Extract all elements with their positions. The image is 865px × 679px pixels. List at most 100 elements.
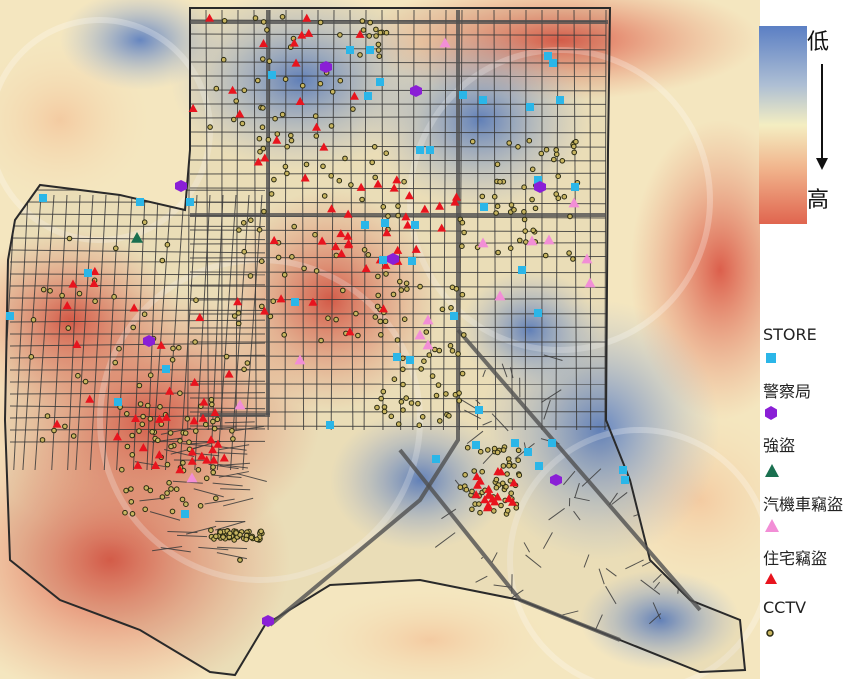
cctv-point <box>260 145 267 152</box>
cctv-point <box>213 85 220 92</box>
scale-high-label: 高 <box>807 188 830 213</box>
cctv-point <box>260 105 266 111</box>
robbery-triangle-icon <box>765 464 779 477</box>
cctv-point <box>521 216 528 223</box>
residential-burglary-point <box>291 58 301 67</box>
residential-burglary-point <box>235 109 245 118</box>
cctv-point <box>241 366 247 373</box>
cctv-point <box>28 354 35 360</box>
cctv-point <box>462 472 468 478</box>
cctv-point <box>147 487 154 494</box>
police-station-point <box>175 180 187 192</box>
cctv-point <box>264 27 270 33</box>
cctv-point <box>143 485 150 491</box>
cctv-point <box>282 163 289 170</box>
residential-burglary-point <box>219 453 229 462</box>
cctv-point <box>377 318 384 325</box>
cctv-point <box>538 150 545 157</box>
store-point <box>511 439 519 447</box>
cctv-point <box>377 29 384 36</box>
cctv-point <box>476 501 482 507</box>
residential-burglary-point <box>202 455 212 464</box>
residential-burglary-point <box>472 480 482 489</box>
residential-burglary-point <box>343 231 353 240</box>
cctv-point <box>570 256 576 262</box>
scale-arrowhead-icon <box>816 158 828 170</box>
cctv-point <box>340 287 346 294</box>
residential-burglary-point <box>420 204 430 213</box>
cctv-point <box>459 370 466 377</box>
vehicle-theft-points <box>186 37 596 483</box>
cctv-point <box>193 428 199 434</box>
cctv-point <box>129 432 135 439</box>
store-point <box>621 476 629 484</box>
cctv-point <box>166 480 172 486</box>
police-station-point <box>262 615 274 627</box>
cctv-point <box>515 447 522 454</box>
cctv-point <box>511 463 517 469</box>
cctv-point <box>449 348 456 354</box>
cctv-point <box>284 143 291 150</box>
store-point <box>381 219 389 227</box>
cctv-point <box>515 144 521 150</box>
store-point <box>534 309 542 317</box>
residential-burglary-point <box>484 490 494 499</box>
cctv-point <box>471 468 478 474</box>
cctv-point <box>241 248 247 255</box>
cctv-point <box>236 227 242 233</box>
residential-burglary-point <box>68 279 78 288</box>
cctv-point <box>147 416 154 422</box>
cctv-point <box>426 352 433 358</box>
cctv-point <box>321 193 328 199</box>
cctv-point <box>494 161 501 168</box>
vehicle-theft-point <box>543 234 555 245</box>
cctv-point <box>301 265 307 272</box>
cctv-point <box>494 449 501 456</box>
cctv-point <box>374 303 381 310</box>
cctv-point <box>429 373 436 379</box>
store-square-icon <box>766 353 776 363</box>
residential-burglary-point <box>331 242 341 251</box>
residential-burglary-point <box>504 494 514 503</box>
cctv-point <box>281 332 288 338</box>
cctv-point <box>169 508 176 515</box>
residential-burglary-point <box>472 472 482 481</box>
cctv-point <box>504 471 510 477</box>
cctv-point <box>515 457 522 464</box>
cctv-point <box>513 505 520 511</box>
cctv-point <box>571 143 577 150</box>
cctv-point <box>257 148 263 155</box>
residential-burglary-point <box>165 386 175 395</box>
store-point <box>571 183 579 191</box>
cctv-point <box>235 320 242 327</box>
cctv-point <box>491 193 498 200</box>
store-point <box>136 198 144 206</box>
cctv-point <box>325 315 331 322</box>
cctv-point <box>111 293 117 300</box>
residential-burglary-point <box>188 103 198 112</box>
store-point <box>549 59 557 67</box>
legend: 低 高 STORE 警察局 強盜 汽機車竊盜 住宅竊盜 CCTV <box>755 0 865 679</box>
residential-burglary-point <box>199 397 209 406</box>
cctv-point <box>491 445 498 452</box>
cctv-point <box>532 205 539 212</box>
cctv-point <box>350 106 356 112</box>
cctv-point <box>253 536 260 543</box>
cctv-point <box>214 416 221 423</box>
cctv-point <box>459 291 466 298</box>
district-boundary <box>3 7 747 677</box>
cctv-point <box>227 530 233 537</box>
cctv-point <box>136 382 143 389</box>
residential-burglary-point <box>195 312 205 322</box>
cctv-point <box>400 366 406 373</box>
cctv-point <box>155 437 161 444</box>
cctv-point <box>397 278 403 285</box>
cctv-point <box>223 353 230 360</box>
store-point <box>459 91 467 99</box>
scale-arrow <box>821 64 823 162</box>
residential-burglary-point <box>319 142 329 151</box>
cctv-point <box>507 245 514 251</box>
cctv-point <box>400 355 406 362</box>
cctv-point <box>173 486 180 493</box>
residential-burglary-point <box>269 235 279 244</box>
